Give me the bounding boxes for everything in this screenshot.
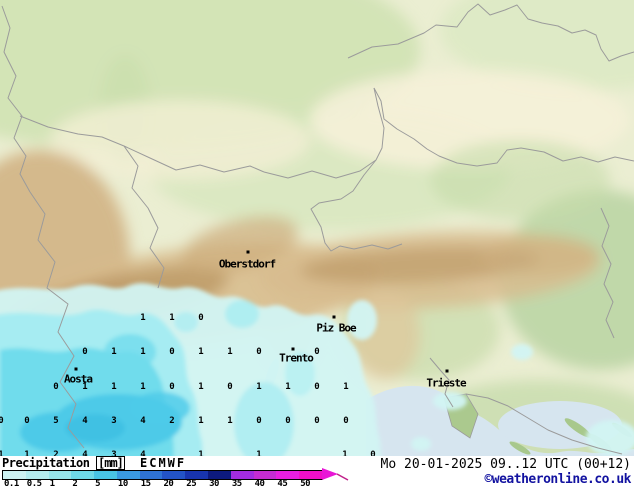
legend-tick-label: 10 <box>117 479 128 489</box>
legend-tick-label: 1 <box>49 479 55 489</box>
legend-unit: [mm] <box>96 456 125 470</box>
legend-color-segment <box>48 471 72 479</box>
legend-color-segment <box>25 471 49 479</box>
legend-tick-label: 15 <box>140 479 151 489</box>
legend-color-segment <box>3 471 26 479</box>
legend-color-segment <box>299 471 322 479</box>
legend-title: Precipitation <box>2 456 90 470</box>
legend-tick-label: 30 <box>209 479 219 489</box>
legend-tick-label: 0.5 <box>26 479 42 489</box>
precipitation-colorbar <box>2 470 323 480</box>
legend-color-segment <box>94 471 117 479</box>
colorbar-overflow-arrow-icon <box>322 468 349 481</box>
legend-tick-label: 50 <box>300 479 311 489</box>
legend-color-segment <box>139 471 163 479</box>
precipitation-overlay <box>0 283 634 457</box>
legend-footer: Precipitation [mm] ECMWF 0.1 0.5 1 2 5 10 15 20… <box>0 456 634 490</box>
legend-color-segment <box>230 471 254 479</box>
model-name: ECMWF <box>140 456 187 470</box>
legend-color-segment <box>253 471 277 479</box>
legend-tick-label: 45 <box>277 479 288 489</box>
legend-tick-label: 25 <box>186 479 197 489</box>
legend-tick-label: 20 <box>163 479 174 489</box>
precipitation-map <box>0 0 634 457</box>
forecast-datetime: Mo 20-01-2025 09..12 UTC (00+12) <box>380 457 631 472</box>
legend-color-segment <box>162 471 186 479</box>
legend-color-segment <box>185 471 209 479</box>
legend-tick-label: 40 <box>254 479 265 489</box>
legend-tick-label: 5 <box>95 479 101 489</box>
legend-tick-label: 35 <box>231 479 242 489</box>
legend-color-segment <box>276 471 300 479</box>
legend-color-segment <box>71 471 95 479</box>
legend-tick-label: 0.1 <box>4 479 19 489</box>
legend-color-segment <box>208 471 231 479</box>
copyright-text: ©weatheronline.co.uk <box>484 472 631 487</box>
legend-color-segment <box>116 471 140 479</box>
country-borders <box>1 3 634 455</box>
legend-tick-label: 2 <box>72 479 78 489</box>
